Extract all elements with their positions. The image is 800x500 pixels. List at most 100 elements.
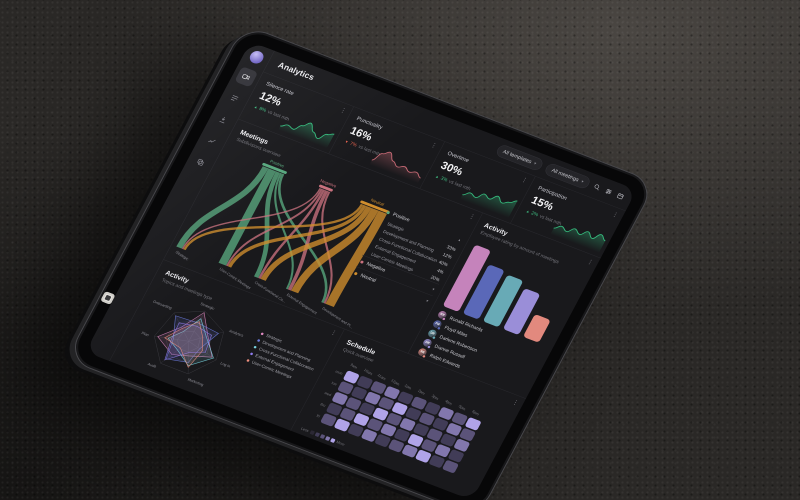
kebab-menu-icon[interactable]: ⋮ [429, 140, 439, 150]
kpi-sparkline [278, 122, 335, 149]
sidebar-item-analytics[interactable] [200, 130, 224, 151]
status-dot-icon [436, 326, 442, 331]
radar-axis-label: Log in [220, 361, 231, 368]
kpi-delta-value: 2% [530, 210, 540, 218]
sankey-source-label: Positive [269, 159, 286, 169]
list-icon [230, 94, 239, 101]
accordion-section-label: Neutral [359, 272, 377, 284]
legend-dot-icon [353, 271, 358, 276]
status-dot-icon [431, 335, 437, 340]
meetings-card: Meetings Subdivisions overview ⋮ Positiv… [163, 119, 483, 354]
kpi-sparkline [459, 192, 518, 219]
radar-chart: Strategic Analytics Log in Marketing Audit Pl… [141, 300, 245, 387]
sankey-source-label: Neutral [370, 198, 385, 207]
sidebar-item-list[interactable] [223, 87, 247, 108]
kpi-delta-value: 8% [258, 105, 268, 114]
sankey-link [274, 172, 294, 290]
sankey-target-label: Strategic [175, 250, 190, 261]
legend-dot-icon [260, 332, 265, 336]
avatar: DR [426, 328, 439, 340]
kpi-card-punctuality: Punctuality ⋮ 16% ▼ 7% vs last mth [328, 106, 445, 189]
kpi-sparkline [369, 151, 421, 184]
tablet-screen: Analytics All templates ▾ All meetings ▾ [85, 41, 637, 500]
app-logo [247, 49, 266, 66]
heatmap-legend-less: Less [300, 426, 310, 433]
legend-dot-icon [246, 358, 250, 362]
radar-axis-label: Strategic [200, 302, 216, 311]
sankey-link [258, 189, 326, 279]
radar-axis-label: Analytics [228, 329, 244, 338]
calendar-icon[interactable] [615, 191, 626, 200]
sankey-source-node [318, 184, 333, 192]
kpi-delta-value: 3% [439, 175, 449, 183]
sankey-source-node [262, 162, 287, 174]
kpi-card-silence-rate: Silence rate ⋮ 12% ▲ 8% vs last mth [239, 72, 354, 153]
sankey-link [181, 187, 321, 250]
tablet-device: Analytics All templates ▾ All meetings ▾ [65, 24, 657, 500]
sidebar-item-export[interactable] [211, 109, 235, 130]
radar-axis-label: Audit [147, 362, 158, 369]
radar-series-cross-functional-collaboration [167, 318, 214, 367]
legend-dot-icon [257, 338, 261, 342]
kebab-menu-icon[interactable]: ⋮ [338, 106, 348, 115]
radar-axis-label: Onboarding [152, 300, 172, 311]
sankey-link [253, 171, 281, 278]
chevron-down-icon: ▾ [431, 286, 436, 292]
kebab-menu-icon[interactable]: ⋮ [329, 328, 339, 337]
sidebar-item-meetings[interactable] [234, 66, 258, 88]
analytics-dashboard: Analytics All templates ▾ All meetings ▾ [85, 41, 637, 500]
kebab-menu-icon[interactable]: ⋮ [511, 398, 520, 407]
sankey-link [218, 168, 276, 266]
legend-swatch [330, 437, 336, 443]
video-icon [242, 73, 251, 80]
heatmap-legend-more: More [335, 439, 346, 447]
chart-icon [208, 139, 216, 143]
kebab-menu-icon[interactable]: ⋮ [467, 212, 477, 221]
sidebar [85, 41, 275, 362]
legend-dot-icon [359, 259, 365, 264]
sankey-link [227, 204, 367, 268]
download-icon [219, 116, 226, 124]
sankey-link [278, 173, 328, 304]
chevron-down-icon: ▾ [580, 179, 585, 184]
avatar: DR [421, 337, 434, 350]
kpi-sparkline [550, 225, 606, 253]
search-icon[interactable] [592, 182, 603, 191]
sankey-link [176, 166, 269, 249]
copy-icon [197, 158, 204, 166]
kebab-menu-icon[interactable]: ⋮ [520, 175, 530, 185]
sankey-link [291, 207, 379, 294]
activity-radar-card: Activity Topics and meetings type ⋮ Stra… [109, 259, 345, 431]
avatar: FM [431, 319, 443, 331]
kpi-card-overtime: Overtime ⋮ 30% ▲ 3% vs last mth [419, 141, 535, 224]
avatar: RR [436, 309, 448, 322]
sankey-link [183, 203, 364, 251]
filter-sliders-icon[interactable] [603, 187, 614, 196]
sankey-source-label: Negative [319, 178, 338, 189]
kpi-card-participation: Participation ⋮ 15% ▲ 2% vs last mth [510, 176, 626, 258]
sidebar-item-templates[interactable] [189, 152, 213, 173]
radar-axis-label: Marketing [187, 378, 204, 387]
status-dot-icon [441, 316, 447, 322]
radar-series-external-engagement [164, 322, 212, 361]
sankey-link [325, 210, 387, 307]
kpi-delta-value: 7% [348, 140, 358, 149]
page-header: Analytics All templates ▾ All meetings ▾ [263, 50, 637, 212]
chevron-down-icon: ▾ [425, 298, 430, 304]
meetings-filter-label: All meetings [550, 167, 581, 183]
sankey-source-node [360, 200, 390, 214]
kebab-menu-icon[interactable]: ⋮ [610, 210, 620, 219]
templates-filter-label: All templates [501, 148, 533, 165]
kebab-menu-icon[interactable]: ⋮ [585, 257, 595, 267]
accordion-item-value: 4% [436, 267, 445, 275]
legend-dot-icon [249, 352, 254, 356]
status-dot-icon [426, 344, 432, 350]
sankey-link [287, 190, 329, 291]
kpi-row: Silence rate ⋮ 12% ▲ 8% vs last mth Punctualit… [238, 72, 626, 259]
radar-series-user-centric-meetings [164, 321, 204, 368]
chevron-up-icon: ▴ [457, 237, 462, 243]
sankey-link [260, 205, 372, 281]
sankey-link [321, 191, 333, 304]
status-dot-icon [421, 354, 427, 359]
